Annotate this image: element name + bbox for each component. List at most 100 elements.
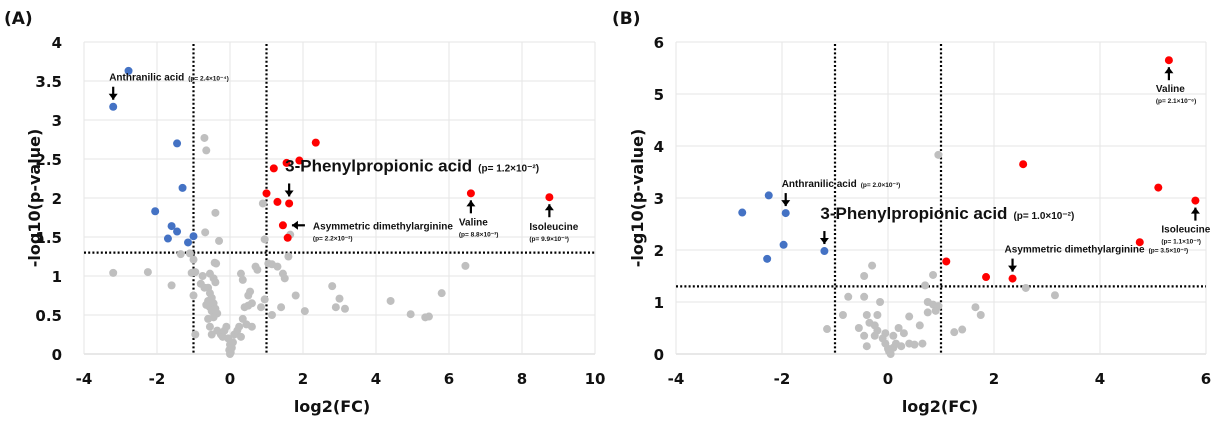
ns-data-point: [950, 328, 959, 337]
ns-data-point: [424, 312, 433, 321]
down-data-point: [151, 207, 160, 216]
ns-data-point: [185, 249, 194, 258]
compound-name: Valine: [459, 217, 488, 228]
ns-data-point: [923, 308, 932, 317]
compound-name: Valine: [1156, 84, 1185, 95]
ns-data-point: [905, 312, 914, 321]
ns-data-point: [277, 303, 286, 312]
ns-data-point: [894, 324, 903, 332]
ns-data-point: [461, 261, 470, 270]
ns-data-point: [235, 322, 244, 331]
ns-data-point: [838, 311, 847, 319]
up-data-point: [278, 221, 287, 230]
up-data-point: [269, 164, 278, 173]
ns-data-point: [204, 314, 213, 323]
x-tick-label: 6: [444, 370, 454, 388]
p-value-label: (p= 9.9×10⁻³): [529, 236, 569, 243]
annotation-valine: Valine (p= 8.8×10⁻³): [459, 200, 498, 238]
ns-data-point: [406, 310, 415, 319]
ns-data-point: [934, 302, 943, 311]
ns-data-point: [211, 278, 220, 287]
annotation-label: Valine: [459, 217, 488, 228]
ns-data-point: [873, 311, 882, 319]
panel-a-y-ticks: 0 0.5 1 1.5 2 2.5 3 3.5 4: [35, 34, 62, 364]
annotation-isoleucine: Isoleucine (p= 1.1×10⁻³): [1161, 207, 1211, 246]
ns-data-point: [844, 292, 853, 301]
ns-data-point: [870, 331, 879, 340]
ns-data-point: [247, 322, 256, 331]
compound-name: Anthranilic acid: [109, 73, 184, 84]
panel-b-gridlines: [675, 41, 1207, 355]
down-data-point: [763, 254, 772, 263]
ns-data-point: [267, 311, 276, 319]
annotation-asymmetric-dimethylarginine: Asymmetric dimethylarginine (p= 2.2×10⁻²): [291, 220, 453, 242]
arrow-icon: [466, 200, 476, 207]
arrow-icon: [1164, 67, 1174, 74]
ns-data-point: [258, 199, 267, 208]
x-tick-label: 2: [989, 370, 999, 388]
annotation-3-phenylpropionic-acid: 3-Phenylpropionic acid (p= 1.0×10⁻²): [819, 204, 1074, 245]
ns-data-point: [335, 294, 344, 303]
p-value-label: (p= 1.2×10⁻²): [478, 163, 539, 174]
annotation-3-phenylpropionic-acid: 3-Phenylpropionic acid (p= 1.2×10⁻²): [284, 156, 539, 197]
compound-name: Isoleucine: [1161, 225, 1210, 236]
ns-data-point: [328, 282, 337, 291]
up-data-point: [982, 273, 991, 282]
up-data-point: [295, 156, 304, 165]
ns-data-point: [1021, 283, 1030, 292]
up-data-point: [1164, 56, 1173, 65]
y-tick-label: 1: [52, 268, 62, 286]
ns-data-point: [1050, 291, 1059, 300]
annotation-label: Isoleucine: [1161, 225, 1210, 236]
x-tick-label: 0: [225, 370, 235, 388]
ns-data-point: [238, 275, 247, 284]
down-data-point: [184, 238, 193, 247]
up-data-point: [273, 197, 282, 206]
down-data-point: [779, 240, 788, 249]
ns-data-point: [284, 252, 293, 261]
ns-data-point: [200, 133, 209, 142]
up-data-point: [262, 189, 271, 198]
p-value-label: (p= 2.2×10⁻²): [313, 235, 353, 242]
panel-b-x-ticks: -4 -2 0 2 4 6: [668, 370, 1212, 388]
annotation-label: Anthranilic acid (p= 2.4×10⁻⁴): [109, 73, 229, 84]
annotation-label: Valine: [1156, 84, 1185, 95]
ns-data-point: [860, 292, 869, 301]
down-data-point: [163, 234, 172, 243]
ns-data-point: [860, 331, 869, 340]
ns-data-point: [899, 329, 908, 338]
ns-data-point: [205, 322, 214, 331]
ns-data-point: [212, 259, 221, 268]
compound-name: Asymmetric dimethylarginine: [1005, 245, 1145, 256]
ns-data-point: [876, 298, 885, 306]
ns-data-point: [253, 265, 262, 274]
p-value-label: (p= 3.5×10⁻²): [1149, 248, 1189, 255]
ns-data-point: [228, 338, 237, 347]
down-data-point: [781, 209, 790, 218]
annotation-label: Isoleucine: [529, 222, 578, 233]
up-data-point: [283, 233, 292, 242]
up-data-point: [942, 257, 951, 266]
arrow-icon: [1008, 265, 1018, 272]
p-value-label: (p= 2.4×10⁻⁴): [188, 76, 229, 83]
ns-data-point: [860, 272, 869, 280]
annotation-valine: Valine (p= 2.1×10⁻⁶): [1156, 67, 1196, 105]
y-tick-label: 3: [654, 190, 664, 208]
p-value-label: (p= 1.1×10⁻³): [1161, 239, 1201, 246]
y-tick-label: 3: [52, 112, 62, 130]
annotation-label: 3-Phenylpropionic acid (p= 1.2×10⁻²): [285, 156, 539, 175]
ns-data-point: [897, 342, 906, 351]
ns-data-point: [191, 268, 200, 277]
down-data-point: [738, 208, 747, 217]
down-data-point: [124, 66, 133, 75]
panel-b-x-axis-title: log2(FC): [902, 397, 978, 416]
y-tick-label: 2: [52, 190, 62, 208]
panel-a-y-axis-title: -log10(p-value): [25, 129, 44, 268]
panel-a-x-axis-title: log2(FC): [294, 397, 370, 416]
ns-data-point: [246, 287, 255, 296]
y-tick-label: 0: [654, 346, 664, 364]
ns-data-point: [109, 268, 118, 277]
ns-data-point: [260, 235, 269, 244]
down-data-point: [178, 183, 187, 192]
